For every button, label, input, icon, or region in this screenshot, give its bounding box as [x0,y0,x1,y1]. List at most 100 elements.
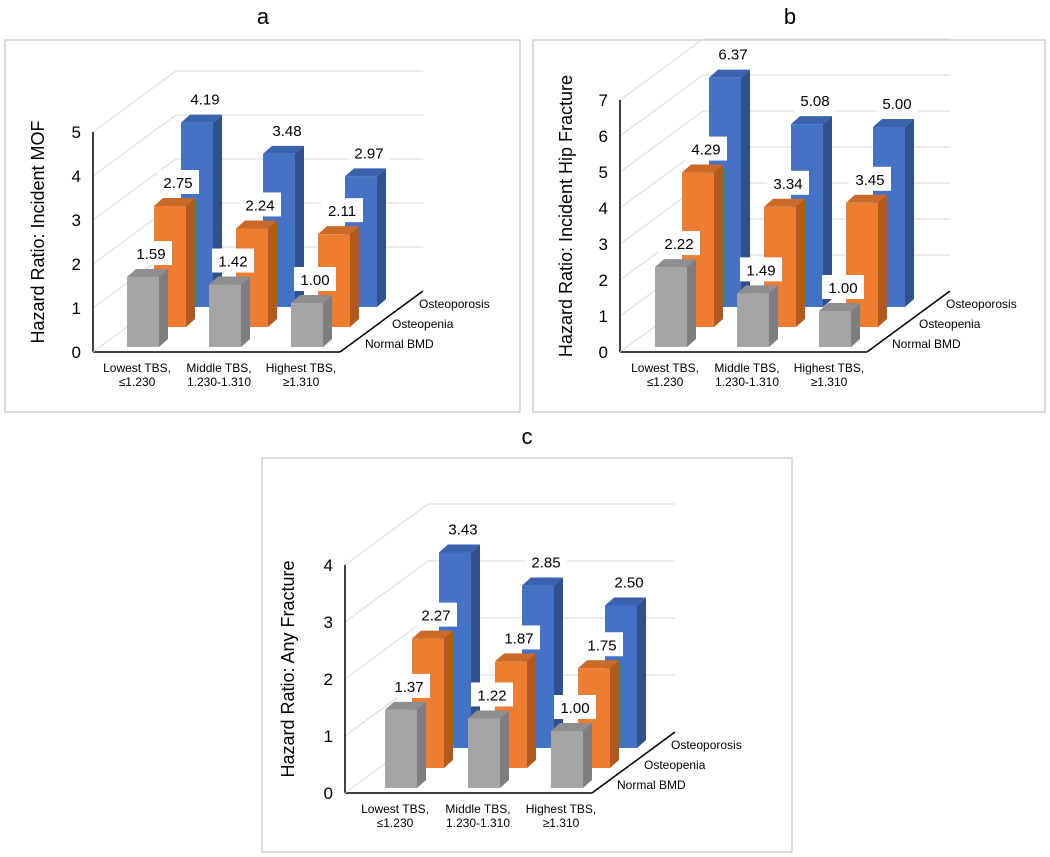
data-label-box [498,625,540,650]
x-category-label: ≥1.310 [811,375,848,389]
bar-front-face [819,311,851,347]
data-label-box [658,231,700,256]
data-label: 2.97 [354,145,383,162]
series-depth-label: Normal BMD [365,337,434,351]
panel-label: a [257,4,270,29]
y-tick-label: 3 [324,613,333,632]
data-label: 2.50 [614,575,643,592]
floor-right-edge [339,290,424,353]
bar-front-face [655,267,687,347]
bar-normal-bmd [291,295,332,347]
x-category-label: Middle TBS, [445,802,510,816]
data-label: 2.24 [245,197,274,214]
bar-top-face [412,630,453,639]
x-category-label: 1.230-1.310 [715,375,779,389]
bar-top-face [873,119,914,127]
data-label: 1.37 [394,679,423,696]
data-label-box [212,248,254,273]
data-label-box [130,241,172,266]
x-category-label: 1.230-1.310 [446,816,510,830]
bar-top-face [709,69,750,78]
bar-side-face [741,69,750,308]
data-label-box [767,170,809,195]
bar-side-face [186,198,195,327]
data-label: 3.34 [773,176,802,193]
y-tick-label: 5 [599,163,608,182]
bar-normal-bmd [551,723,592,788]
y-tick-label: 4 [599,199,608,218]
y-tick-label: 4 [324,556,333,575]
series-depth-label: Osteopenia [919,317,981,331]
data-label-box [442,516,484,541]
bar-side-face [796,198,805,327]
data-label-box [239,192,281,217]
bar-side-face [241,276,250,347]
bar-top-face [655,259,696,268]
data-label-box [184,86,226,111]
y-tick-label: 2 [324,670,333,689]
bar-front-face [468,718,500,788]
left-wall-gridline [619,74,704,137]
bar-side-face [610,660,619,768]
y-axis-title: Hazard Ratio: Any Fracture [278,560,298,777]
bar-top-face [495,653,536,662]
bar-side-face [417,701,426,788]
bar-front-face [127,277,159,347]
left-wall-gridline [619,110,704,173]
y-tick-label: 0 [599,343,608,362]
bar-side-face [878,194,887,327]
chart-panel-c: c 0 1 2 3 4 Hazard Ratio: Any Fracture 3.43 2.85… [261,424,793,853]
bar-top-face [154,198,195,206]
data-label: 2.85 [531,555,560,572]
data-label-box [794,88,836,113]
bar-side-face [444,630,453,768]
data-label: 1.22 [477,687,506,704]
x-category-label: ≥1.310 [543,816,580,830]
bar-top-face [764,198,805,207]
bar-top-face [385,701,426,710]
x-category-label: ≤1.230 [377,816,414,830]
data-label-box [554,695,596,719]
x-category-label: Highest TBS, [266,361,336,375]
data-label: 2.22 [664,236,693,253]
bar-top-face [682,164,723,173]
series-depth-label: Osteoporosis [419,297,490,311]
data-label: 1.00 [300,272,329,289]
left-wall-gridline [344,503,429,566]
bar-front-face [385,709,417,788]
bar-top-face [846,194,887,203]
data-label: 4.19 [190,92,219,109]
bar-osteopenia [495,653,536,768]
y-tick-label: 6 [599,127,608,146]
data-label-box [525,549,567,574]
bar-side-face [687,259,696,347]
chart-panel-b: b 0 1 2 3 4 5 6 7 Hazard Ratio: Incident Hip Frac… [532,4,1046,413]
left-wall-gridline [92,114,177,177]
bar-side-face [823,116,832,308]
series-depth-label: Osteopenia [392,317,454,331]
bar-normal-bmd [127,269,168,347]
data-label-box [685,136,727,161]
data-label: 5.08 [800,93,829,110]
bar-normal-bmd [468,710,509,788]
data-label-box [294,267,336,291]
left-wall-gridline [619,38,704,101]
data-label: 2.27 [421,608,450,625]
data-label-box [581,632,623,657]
bar-side-face [583,723,592,788]
bar-normal-bmd [819,303,860,347]
bar-top-face [819,303,860,311]
data-label-box [415,602,457,627]
bar-top-face [468,710,509,719]
x-category-label: Middle TBS, [714,361,779,375]
bar-top-face [605,597,646,606]
data-label: 2.75 [163,175,192,192]
y-tick-label: 2 [599,271,608,290]
bar-side-face [159,269,168,347]
bar-side-face [295,145,304,307]
x-category-label: Highest TBS, [794,361,864,375]
data-label-box [712,41,754,66]
x-category-label: ≥1.310 [283,375,320,389]
chart-panel-a: a 0 1 2 3 4 5 Hazard Ratio: Incident MOF 4.19 3.4… [4,4,521,413]
